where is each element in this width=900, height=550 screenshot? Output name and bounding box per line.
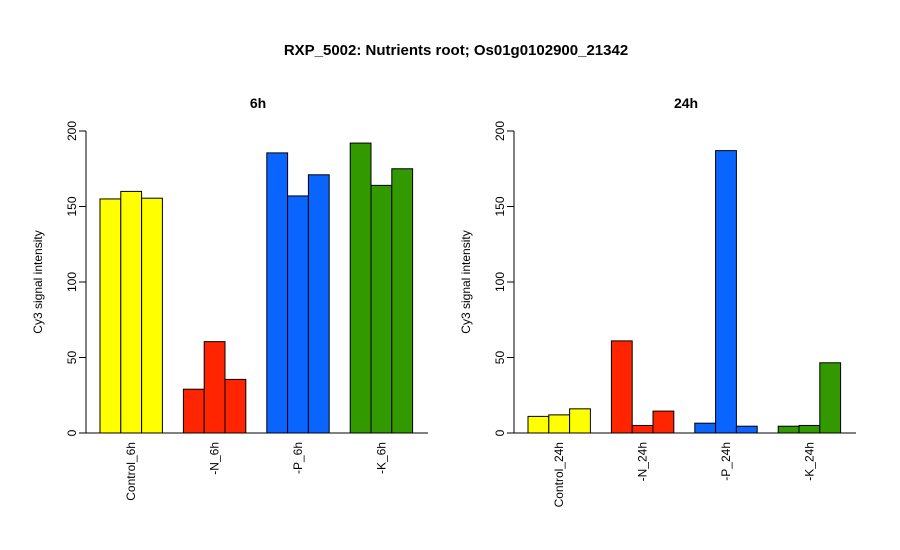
- y-axis-24h: 0 50 100 150 200: [493, 121, 515, 436]
- bar-control-24h-3: [569, 408, 591, 434]
- y-tick-label: 0: [65, 429, 79, 436]
- bar-p-6h-2: [287, 195, 309, 434]
- y-tick-label: 150: [65, 196, 79, 216]
- y-tick-label: 50: [493, 351, 507, 365]
- main-title: RXP_5002: Nutrients root; Os01g0102900_2…: [284, 42, 628, 59]
- y-tick-label: 200: [65, 121, 79, 141]
- y-tick-label: 200: [493, 121, 507, 141]
- bar-p-24h-3: [735, 425, 758, 434]
- bar-control-6h-3: [141, 197, 163, 434]
- x-tick-label-n-24h: -N_24h: [636, 442, 650, 481]
- bar-k-6h-1: [349, 142, 372, 434]
- bar-n-24h-3: [652, 410, 675, 434]
- bars-24h: [514, 150, 856, 434]
- bar-n-6h-3: [224, 378, 247, 434]
- y-axis-label-24h: Cy3 signal intensity: [459, 230, 473, 333]
- x-tick-label-n-6h: -N_6h: [208, 442, 222, 475]
- bar-control-24h-2: [548, 414, 571, 434]
- x-tick-label-control-24h: Control_24h: [552, 442, 566, 507]
- x-axis-labels-6h: Control_6h -N_6h -P_6h -K_6h: [124, 442, 388, 501]
- bar-k-6h-3: [391, 168, 414, 434]
- x-axis-labels-24h: Control_24h -N_24h -P_24h -K_24h: [552, 442, 816, 507]
- bar-p-24h-2: [715, 150, 737, 434]
- y-tick-label: 0: [493, 429, 507, 436]
- bar-p-6h-1: [266, 152, 289, 434]
- bar-n-24h-1: [610, 340, 633, 434]
- panel-6h: 6h Cy3 signal intensity 0 50 100 150 200 Con…: [31, 95, 428, 501]
- panel-24h: 24h Cy3 signal intensity 0 50 100 150 200 Co…: [459, 95, 856, 507]
- bar-k-24h-3: [819, 362, 842, 434]
- bar-control-6h-1: [99, 198, 122, 434]
- x-tick-label-control-6h: Control_6h: [124, 442, 138, 501]
- y-tick-label: 100: [493, 272, 507, 292]
- y-axis-label-6h: Cy3 signal intensity: [31, 230, 45, 333]
- x-tick-label-p-24h: -P_24h: [719, 442, 733, 481]
- bar-p-24h-1: [694, 422, 717, 434]
- bar-n-24h-2: [631, 424, 654, 434]
- bar-k-6h-2: [370, 184, 393, 434]
- x-tick-label-k-24h: -K_24h: [802, 442, 816, 481]
- bar-k-24h-1: [777, 425, 800, 434]
- x-tick-label-p-6h: -P_6h: [291, 442, 305, 474]
- y-tick-label: 50: [65, 351, 79, 365]
- y-tick-label: 100: [65, 272, 79, 292]
- bar-n-6h-2: [203, 341, 226, 434]
- bar-n-6h-1: [182, 388, 205, 434]
- x-tick-label-k-6h: -K_6h: [374, 442, 388, 474]
- panel-title-24h: 24h: [674, 95, 698, 111]
- y-axis-6h: 0 50 100 150 200: [65, 121, 87, 436]
- bars-6h: [86, 142, 428, 434]
- bar-control-24h-1: [527, 415, 550, 434]
- bar-p-6h-3: [307, 174, 330, 434]
- bar-control-6h-2: [120, 190, 143, 434]
- panel-title-6h: 6h: [250, 95, 266, 111]
- y-tick-label: 150: [493, 196, 507, 216]
- bar-k-24h-2: [798, 424, 821, 434]
